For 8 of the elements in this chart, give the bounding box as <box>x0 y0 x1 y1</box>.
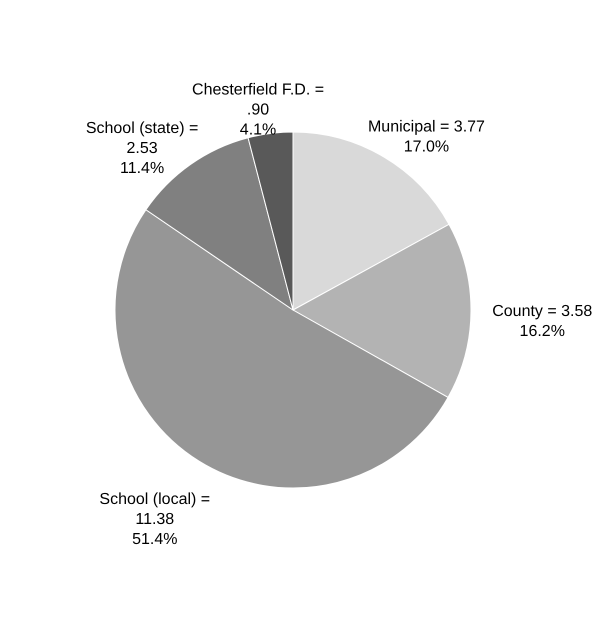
data-label: 2.53 11.4% <box>120 140 164 178</box>
slice-label: Chesterfield F.D. = <box>192 81 324 98</box>
slice-label: School (local) = <box>99 491 210 508</box>
slice-label: County = 3.58 16.2% <box>492 303 592 340</box>
data-label: .90 4.1% <box>240 101 276 138</box>
slice-label: Municipal = 3.77 17.0% <box>368 118 486 156</box>
data-label: 11.38 51.4% <box>132 511 178 548</box>
slice-label: School (state) = <box>86 120 198 138</box>
